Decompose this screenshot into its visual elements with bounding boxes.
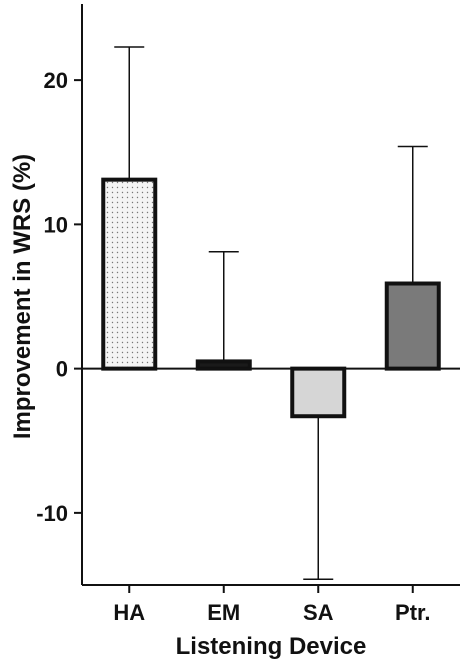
x-axis-title: Listening Device xyxy=(176,633,367,660)
y-tick-label: 0 xyxy=(56,357,68,382)
x-axis-ticks: HA EM SA Ptr. xyxy=(113,585,430,625)
bar xyxy=(290,366,347,419)
y-tick-label: -10 xyxy=(36,501,68,526)
y-axis-ticks: -10 0 10 20 xyxy=(36,68,82,526)
bars xyxy=(101,177,441,419)
bar xyxy=(101,177,158,371)
x-tick-label: HA xyxy=(113,600,145,625)
y-axis-title: Improvement in WRS (%) xyxy=(9,154,36,439)
y-tick-label: 20 xyxy=(44,68,68,93)
error-bars xyxy=(114,46,428,580)
bar xyxy=(384,281,441,371)
x-tick-label: EM xyxy=(207,600,240,625)
bar xyxy=(195,359,252,371)
y-tick-label: 10 xyxy=(44,212,68,237)
x-tick-label: Ptr. xyxy=(395,600,430,625)
x-tick-label: SA xyxy=(303,600,334,625)
